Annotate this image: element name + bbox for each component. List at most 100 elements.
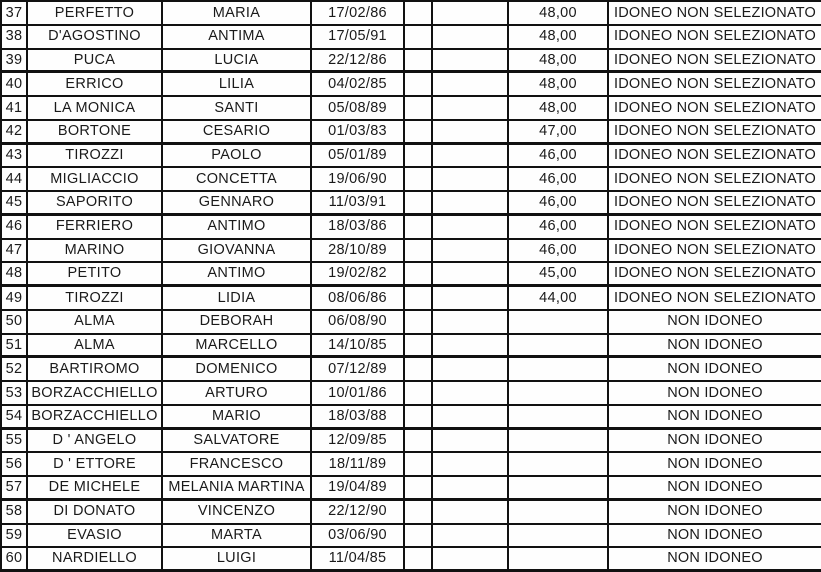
firstname-cell: GIOVANNA bbox=[163, 239, 312, 262]
birthdate-cell: 06/08/90 bbox=[312, 310, 405, 333]
empty-cell-1 bbox=[405, 405, 433, 427]
surname-cell: DI DONATO bbox=[28, 500, 163, 523]
firstname-cell: MELANIA MARTINA bbox=[163, 477, 312, 498]
empty-cell-1 bbox=[405, 120, 433, 142]
rank-cell: 49 bbox=[2, 287, 28, 309]
birthdate-cell: 12/09/85 bbox=[312, 429, 405, 452]
empty-cell-1 bbox=[405, 358, 433, 380]
status-cell: NON IDONEO bbox=[667, 407, 763, 424]
empty-cell-1 bbox=[405, 429, 433, 452]
firstname-cell: PAOLO bbox=[163, 144, 312, 167]
table-row: 59 EVASIO MARTA 03/06/90 NON IDONEO bbox=[2, 524, 821, 549]
score-cell: 46,00 bbox=[509, 192, 609, 213]
empty-cell-2 bbox=[433, 239, 509, 262]
table-row: 56 D ' ETTORE FRANCESCO 18/11/89 NON IDO… bbox=[2, 453, 821, 477]
birthdate-cell: 19/06/90 bbox=[312, 168, 405, 190]
table-row: 40 ERRICO LILIA 04/02/85 48,00 IDONEO NO… bbox=[2, 73, 821, 97]
firstname-cell: LIDIA bbox=[163, 287, 312, 309]
birthdate-cell: 11/03/91 bbox=[312, 192, 405, 213]
empty-cell-1 bbox=[405, 524, 433, 547]
birthdate-cell: 05/01/89 bbox=[312, 144, 405, 167]
table-row: 44 MIGLIACCIO CONCETTA 19/06/90 46,00 ID… bbox=[2, 168, 821, 192]
status-cell: IDONEO NON SELEZIONATO bbox=[613, 99, 817, 116]
firstname-cell: VINCENZO bbox=[163, 500, 312, 523]
firstname-cell: CESARIO bbox=[163, 120, 312, 142]
empty-cell-1 bbox=[405, 49, 433, 71]
table-row: 37 PERFETTO MARIA 17/02/86 48,00 IDONEO … bbox=[2, 2, 821, 26]
rank-cell: 54 bbox=[2, 405, 28, 427]
empty-cell-2 bbox=[433, 453, 509, 475]
birthdate-cell: 17/05/91 bbox=[312, 25, 405, 48]
rank-cell: 46 bbox=[2, 215, 28, 238]
rank-cell: 51 bbox=[2, 334, 28, 356]
birthdate-cell: 19/04/89 bbox=[312, 477, 405, 498]
score-cell bbox=[509, 477, 609, 498]
surname-cell: TIROZZI bbox=[28, 144, 163, 167]
empty-cell-2 bbox=[433, 263, 509, 284]
empty-cell-2 bbox=[433, 49, 509, 71]
status-cell: NON IDONEO bbox=[667, 384, 763, 401]
score-cell bbox=[509, 334, 609, 356]
table-row: 42 BORTONE CESARIO 01/03/83 47,00 IDONEO… bbox=[2, 120, 821, 145]
firstname-cell: CONCETTA bbox=[163, 168, 312, 190]
birthdate-cell: 28/10/89 bbox=[312, 239, 405, 262]
birthdate-cell: 01/03/83 bbox=[312, 120, 405, 142]
rank-cell: 58 bbox=[2, 500, 28, 523]
rank-cell: 47 bbox=[2, 239, 28, 262]
surname-cell: PUCA bbox=[28, 49, 163, 71]
empty-cell-2 bbox=[433, 500, 509, 523]
surname-cell: LA MONICA bbox=[28, 97, 163, 119]
empty-cell-2 bbox=[433, 25, 509, 48]
score-cell: 45,00 bbox=[509, 263, 609, 284]
empty-cell-2 bbox=[433, 2, 509, 24]
rank-cell: 48 bbox=[2, 263, 28, 284]
empty-cell-1 bbox=[405, 239, 433, 262]
table-row: 54 BORZACCHIELLO MARIO 18/03/88 NON IDON… bbox=[2, 405, 821, 430]
birthdate-cell: 22/12/86 bbox=[312, 49, 405, 71]
status-cell: IDONEO NON SELEZIONATO bbox=[613, 28, 817, 45]
surname-cell: MIGLIACCIO bbox=[28, 168, 163, 190]
status-cell: IDONEO NON SELEZIONATO bbox=[613, 194, 817, 211]
firstname-cell: MARIO bbox=[163, 405, 312, 427]
score-cell: 46,00 bbox=[509, 239, 609, 262]
status-cell: NON IDONEO bbox=[667, 360, 763, 377]
firstname-cell: ARTURO bbox=[163, 382, 312, 404]
empty-cell-1 bbox=[405, 2, 433, 24]
empty-cell-1 bbox=[405, 334, 433, 356]
empty-cell-1 bbox=[405, 263, 433, 284]
score-cell bbox=[509, 382, 609, 404]
table-row: 43 TIROZZI PAOLO 05/01/89 46,00 IDONEO N… bbox=[2, 144, 821, 169]
empty-cell-2 bbox=[433, 524, 509, 547]
status-cell: NON IDONEO bbox=[667, 527, 763, 544]
empty-cell-1 bbox=[405, 287, 433, 309]
score-cell bbox=[509, 548, 609, 569]
rank-cell: 39 bbox=[2, 49, 28, 71]
status-cell: IDONEO NON SELEZIONATO bbox=[613, 75, 817, 92]
table-row: 38 D'AGOSTINO ANTIMA 17/05/91 48,00 IDON… bbox=[2, 25, 821, 50]
table-row: 49 TIROZZI LIDIA 08/06/86 44,00 IDONEO N… bbox=[2, 287, 821, 311]
empty-cell-1 bbox=[405, 192, 433, 213]
empty-cell-2 bbox=[433, 477, 509, 498]
empty-cell-1 bbox=[405, 500, 433, 523]
rank-cell: 42 bbox=[2, 120, 28, 142]
status-cell: NON IDONEO bbox=[667, 550, 763, 567]
status-cell: NON IDONEO bbox=[667, 479, 763, 496]
firstname-cell: ANTIMO bbox=[163, 263, 312, 284]
rank-cell: 38 bbox=[2, 25, 28, 48]
score-cell: 48,00 bbox=[509, 25, 609, 48]
surname-cell: ALMA bbox=[28, 334, 163, 356]
surname-cell: PETITO bbox=[28, 263, 163, 284]
table-row: 41 LA MONICA SANTI 05/08/89 48,00 IDONEO… bbox=[2, 97, 821, 121]
status-cell: IDONEO NON SELEZIONATO bbox=[613, 122, 817, 139]
score-cell: 48,00 bbox=[509, 97, 609, 119]
surname-cell: DE MICHELE bbox=[28, 477, 163, 498]
empty-cell-1 bbox=[405, 97, 433, 119]
rank-cell: 57 bbox=[2, 477, 28, 498]
firstname-cell: DEBORAH bbox=[163, 310, 312, 333]
empty-cell-2 bbox=[433, 334, 509, 356]
surname-cell: D ' ETTORE bbox=[28, 453, 163, 475]
table-row: 55 D ' ANGELO SALVATORE 12/09/85 NON IDO… bbox=[2, 429, 821, 454]
rank-cell: 53 bbox=[2, 382, 28, 404]
empty-cell-1 bbox=[405, 168, 433, 190]
